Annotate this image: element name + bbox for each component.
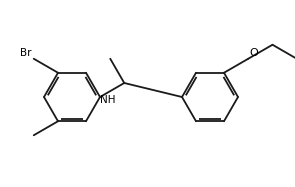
Text: NH: NH bbox=[100, 95, 116, 105]
Text: O: O bbox=[249, 48, 258, 58]
Text: Br: Br bbox=[20, 48, 32, 58]
